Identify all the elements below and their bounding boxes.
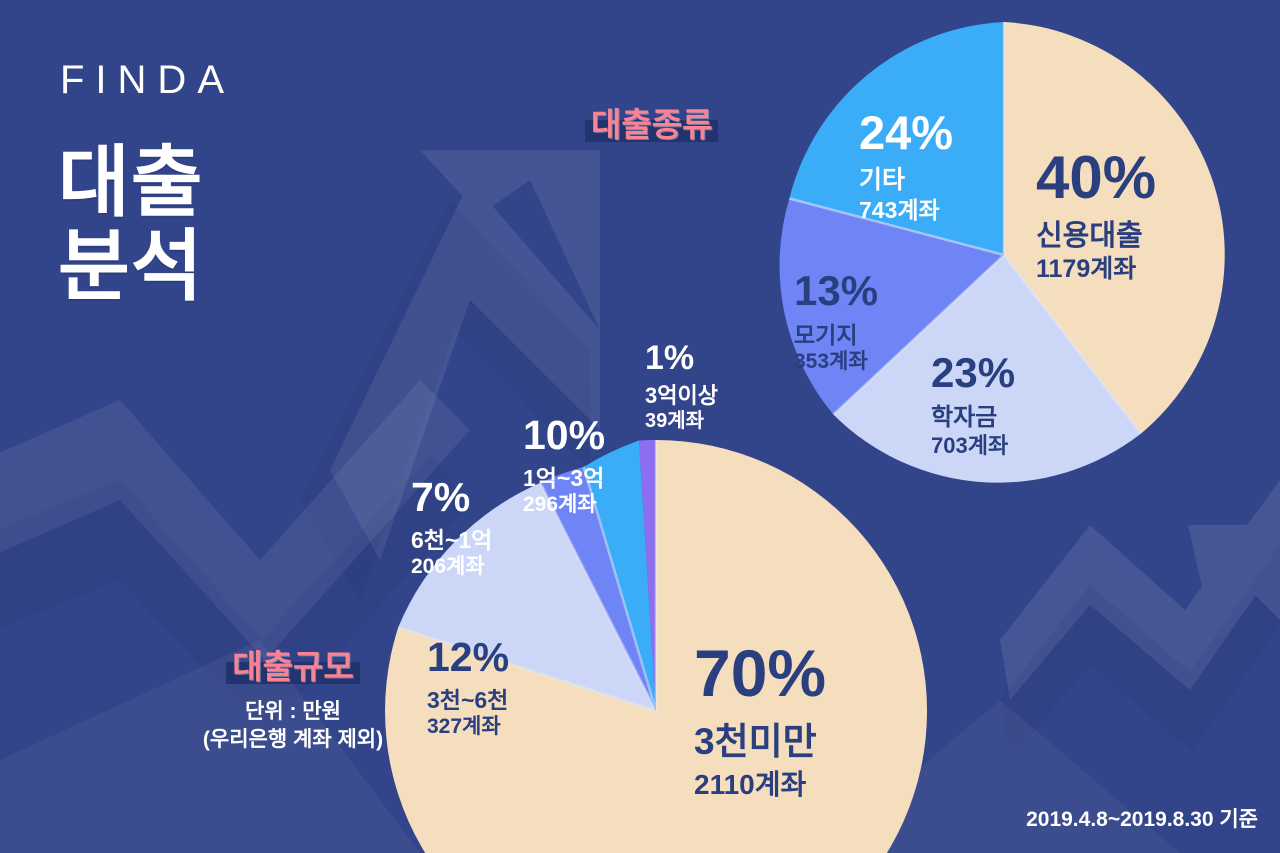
slice-name-under3000: 3천미만: [694, 721, 817, 762]
slice-percent-1eok-3eok: 10%: [523, 412, 606, 458]
slice-name-etc: 기타: [859, 166, 906, 194]
heading-highlight-bar: [226, 662, 360, 684]
arrow-graphic-right: [1000, 480, 1280, 700]
pie-slice-credit[interactable]: [1004, 22, 1225, 434]
page-title-line2: 분석: [58, 222, 204, 311]
slice-count-credit: 1179계좌: [1036, 255, 1137, 284]
slice-label-etc: 24% 기타 743계좌: [859, 109, 953, 224]
slice-count-etc: 743계좌: [859, 196, 940, 223]
pie-slice-mortgage[interactable]: [779, 198, 1004, 415]
arrow-graphic-right-shadow: [1000, 545, 1280, 760]
slice-label-6000-1eok: 7% 6천~1억 206계좌: [411, 477, 492, 580]
heading-highlight-wrap: 대출규모: [226, 640, 360, 688]
pie-chart-loan-size: [383, 438, 929, 853]
slice-name-student: 학자금: [931, 404, 998, 431]
slice-count-mortgage: 353계좌: [794, 350, 868, 374]
slice-label-1eok-3eok: 10% 1억~3억 296계좌: [523, 415, 605, 518]
brand-logo: FINDA: [60, 58, 235, 102]
slice-label-under3000: 70% 3천미만 2110계좌: [694, 640, 826, 801]
page-title: 대출 분석: [58, 138, 204, 311]
slice-percent-3000-6000: 12%: [427, 634, 510, 680]
slice-name-6000-1eok: 6천~1억: [411, 527, 493, 553]
pie-slice-over3eok[interactable]: [639, 440, 656, 711]
section-heading-loan-type: 대출종류: [585, 98, 719, 146]
slice-percent-credit: 40%: [1036, 144, 1157, 211]
slice-label-3000-6000: 12% 3천~6천 327계좌: [427, 637, 509, 740]
slice-label-over3eok: 1% 3억이상 39계좌: [645, 341, 718, 434]
pie-slice-etc[interactable]: [789, 22, 1004, 255]
section-subnote-loan-size: 단위 : 만원 (우리은행 계좌 제외): [178, 698, 408, 755]
pie-slice-3000-6000[interactable]: [398, 482, 656, 711]
heading-highlight-wrap: 대출종류: [585, 98, 719, 146]
slice-label-mortgage: 13% 모기지 353계좌: [794, 270, 878, 375]
slice-percent-mortgage: 13%: [794, 267, 879, 314]
heading-highlight-bar: [585, 120, 719, 142]
pie-chart-loan-type: [769, 20, 1239, 490]
pie-slice-6000-1eok[interactable]: [540, 466, 656, 711]
subnote-exclusion: (우리은행 계좌 제외): [202, 728, 384, 752]
slice-count-student: 703계좌: [931, 433, 1009, 459]
pie-loan-type-svg: [779, 22, 1225, 483]
slice-count-3000-6000: 327계좌: [427, 715, 501, 739]
slice-name-1eok-3eok: 1억~3억: [523, 465, 605, 491]
section-heading-loan-size: 대출규모 단위 : 만원 (우리은행 계좌 제외): [178, 640, 408, 755]
heading-text-loan-type: 대출종류: [591, 106, 713, 143]
slice-count-over3eok: 39계좌: [645, 409, 705, 432]
slice-percent-6000-1eok: 7%: [411, 474, 471, 520]
pie-slice-1eok-3eok[interactable]: [583, 440, 656, 711]
pie-slice-student[interactable]: [833, 255, 1141, 483]
pie-slice-dividers: [789, 22, 1142, 435]
slice-count-under3000: 2110계좌: [694, 768, 807, 800]
slice-percent-under3000: 70%: [694, 636, 827, 710]
subnote-unit: 단위 : 만원: [245, 700, 341, 723]
slice-name-3000-6000: 3천~6천: [427, 687, 509, 713]
footnote-period: 2019.4.8~2019.8.30 기준: [1026, 808, 1258, 831]
slice-percent-etc: 24%: [859, 106, 954, 159]
slice-name-mortgage: 모기지: [794, 322, 858, 348]
slice-percent-student: 23%: [931, 349, 1016, 396]
slice-percent-over3eok: 1%: [645, 339, 695, 377]
slice-label-student: 23% 학자금 703계좌: [931, 352, 1015, 459]
slice-count-1eok-3eok: 296계좌: [523, 493, 597, 517]
slice-name-over3eok: 3억이상: [645, 383, 718, 408]
slice-name-credit: 신용대출: [1036, 220, 1143, 252]
slice-label-credit: 40% 신용대출 1179계좌: [1036, 148, 1156, 285]
pie-slice-dividers: [397, 440, 658, 713]
page-title-line1: 대출: [58, 138, 204, 226]
pie-loan-size-svg: [385, 440, 928, 853]
slice-count-6000-1eok: 206계좌: [411, 555, 485, 579]
heading-text-loan-size: 대출규모: [232, 648, 354, 685]
